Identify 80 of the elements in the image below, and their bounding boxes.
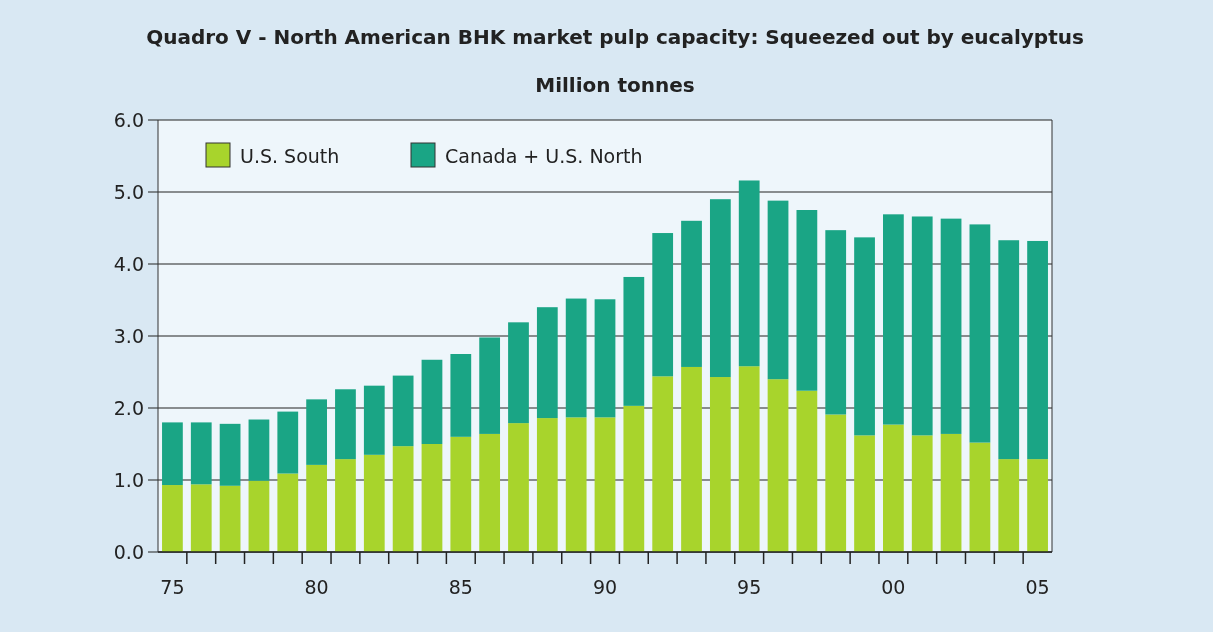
bar	[190, 484, 212, 552]
bar	[190, 422, 212, 485]
bar	[277, 411, 299, 474]
y-tick-label: 6.0	[113, 109, 144, 131]
bar	[594, 299, 616, 418]
bar	[363, 454, 385, 552]
x-tick-label: 90	[592, 576, 618, 598]
bar	[565, 298, 587, 418]
bar	[536, 307, 558, 419]
bar	[479, 337, 501, 434]
bar	[681, 220, 702, 367]
bar	[335, 459, 356, 552]
legend-label: U.S. South	[240, 145, 340, 167]
bar	[248, 480, 270, 552]
bar	[162, 485, 183, 552]
bar	[219, 423, 241, 486]
bar	[738, 180, 760, 367]
bar	[306, 399, 327, 465]
bar	[796, 390, 818, 552]
bar	[969, 442, 991, 552]
chart-subtitle: Million tonnes	[535, 73, 695, 97]
bar	[392, 375, 414, 447]
bar	[162, 422, 183, 486]
bar	[421, 359, 443, 444]
x-tick-label: 80	[304, 576, 329, 598]
y-tick-label: 5.0	[113, 181, 144, 203]
bar	[421, 444, 443, 552]
bar	[883, 214, 904, 425]
bar	[219, 485, 241, 552]
y-tick-label: 0.0	[113, 541, 144, 563]
bar	[508, 322, 529, 424]
bar	[450, 354, 472, 437]
x-tick-label: 85	[448, 576, 473, 598]
y-tick-label: 1.0	[113, 469, 144, 491]
bar	[594, 417, 616, 552]
bar	[883, 424, 904, 552]
bar	[1027, 459, 1048, 552]
bar	[248, 419, 270, 481]
bar	[623, 405, 645, 552]
chart-title: Quadro V - North American BHK market pulp capacity: Squeezed out by eucalyptus	[146, 25, 1084, 49]
bar	[767, 200, 789, 380]
bar	[479, 433, 501, 552]
y-tick-label: 3.0	[113, 325, 144, 347]
bar	[652, 233, 674, 377]
bar	[1027, 240, 1048, 460]
bar	[998, 240, 1020, 460]
bar	[709, 377, 731, 552]
bar	[681, 366, 702, 552]
bar	[738, 366, 760, 552]
bar	[565, 417, 587, 552]
bar	[335, 389, 356, 460]
bar	[825, 414, 847, 552]
y-tick-label: 2.0	[113, 397, 144, 419]
bar	[911, 435, 933, 552]
bar	[709, 199, 731, 378]
bar	[911, 216, 933, 436]
bar	[536, 418, 558, 552]
bar	[940, 433, 962, 552]
bar	[306, 464, 327, 552]
bar	[854, 237, 875, 436]
x-tick-label: 75	[160, 576, 185, 598]
bar	[825, 230, 847, 415]
x-tick-label: 05	[1025, 576, 1050, 598]
bar	[796, 210, 818, 391]
x-tick-label: 95	[737, 576, 762, 598]
bar	[277, 473, 299, 552]
bar	[623, 276, 645, 406]
bar	[998, 459, 1020, 552]
bar	[767, 379, 789, 552]
bar	[508, 423, 529, 552]
x-tick-label: 00	[881, 576, 906, 598]
bar	[363, 385, 385, 455]
bar	[969, 224, 991, 443]
y-tick-label: 4.0	[113, 253, 144, 275]
bar	[652, 376, 674, 552]
bar	[854, 435, 875, 552]
bar	[450, 436, 472, 552]
bar	[940, 218, 962, 434]
legend-label: Canada + U.S. North	[445, 145, 643, 167]
bar	[392, 446, 414, 552]
